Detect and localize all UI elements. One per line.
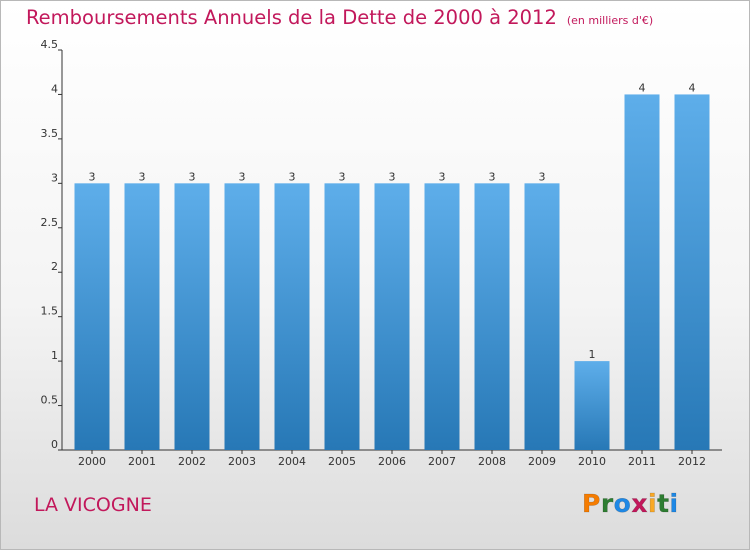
x-tick-label-2007: 2007 — [428, 455, 456, 468]
proxiti-logo[interactable]: Proxiti — [582, 489, 679, 519]
x-tick-label-2008: 2008 — [478, 455, 506, 468]
y-tick-label: 2 — [51, 260, 58, 273]
data-label-2002: 3 — [189, 170, 196, 183]
bar-2009 — [524, 183, 560, 451]
y-tick-label: 3.5 — [41, 127, 59, 140]
town-name: LA VICOGNE — [34, 494, 152, 516]
data-label-2001: 3 — [139, 170, 146, 183]
y-tick-label: 2.5 — [41, 216, 59, 229]
data-label-2012: 4 — [689, 81, 696, 94]
chart-unit: (en milliers d'€) — [566, 14, 654, 27]
bar-2008 — [474, 183, 510, 451]
bar-2003 — [224, 183, 260, 451]
y-tick-label: 4.5 — [41, 38, 59, 51]
x-tick-label-2006: 2006 — [378, 455, 406, 468]
logo-letter: i — [648, 489, 658, 519]
x-tick-label-2000: 2000 — [78, 455, 106, 468]
x-tick-label-2004: 2004 — [278, 455, 306, 468]
logo-letter: i — [669, 489, 679, 519]
bar-2007 — [424, 183, 460, 451]
y-tick-label: 1 — [51, 349, 58, 362]
x-tick-label-2002: 2002 — [178, 455, 206, 468]
y-tick-label: 0.5 — [41, 394, 59, 407]
bar-2011 — [624, 94, 660, 450]
chart-title-text: Remboursements Annuels de la Dette de 20… — [26, 6, 557, 29]
x-tick-label-2010: 2010 — [578, 455, 606, 468]
chart-title: Remboursements Annuels de la Dette de 20… — [26, 6, 653, 29]
bar-2010 — [574, 361, 610, 450]
bar-2001 — [124, 183, 160, 451]
data-label-2010: 1 — [589, 348, 596, 361]
x-tick-label-2001: 2001 — [128, 455, 156, 468]
logo-letter: t — [657, 489, 670, 519]
x-tick-label-2009: 2009 — [528, 455, 556, 468]
data-label-2003: 3 — [239, 170, 246, 183]
data-label-2004: 3 — [289, 170, 296, 183]
x-tick-label-2011: 2011 — [628, 455, 656, 468]
bar-2004 — [274, 183, 310, 451]
logo-letter: P — [582, 489, 601, 519]
bar-2006 — [374, 183, 410, 451]
x-tick-label-2003: 2003 — [228, 455, 256, 468]
x-tick-label-2005: 2005 — [328, 455, 356, 468]
data-label-2007: 3 — [439, 170, 446, 183]
y-tick-label: 1.5 — [41, 305, 59, 318]
data-label-2006: 3 — [389, 170, 396, 183]
y-tick-label: 4 — [51, 82, 58, 95]
data-label-2009: 3 — [539, 170, 546, 183]
logo-letter: r — [600, 489, 614, 519]
bar-2000 — [74, 183, 110, 451]
y-tick-label: 0 — [51, 438, 58, 451]
bar-2012 — [674, 94, 710, 450]
y-tick-label: 3 — [51, 171, 58, 184]
logo-letter: x — [631, 489, 648, 519]
data-label-2005: 3 — [339, 170, 346, 183]
data-label-2008: 3 — [489, 170, 496, 183]
logo-letter: o — [613, 489, 632, 519]
data-label-2000: 3 — [89, 170, 96, 183]
x-tick-label-2012: 2012 — [678, 455, 706, 468]
bar-2005 — [324, 183, 360, 451]
bar-2002 — [174, 183, 210, 451]
data-label-2011: 4 — [639, 81, 646, 94]
